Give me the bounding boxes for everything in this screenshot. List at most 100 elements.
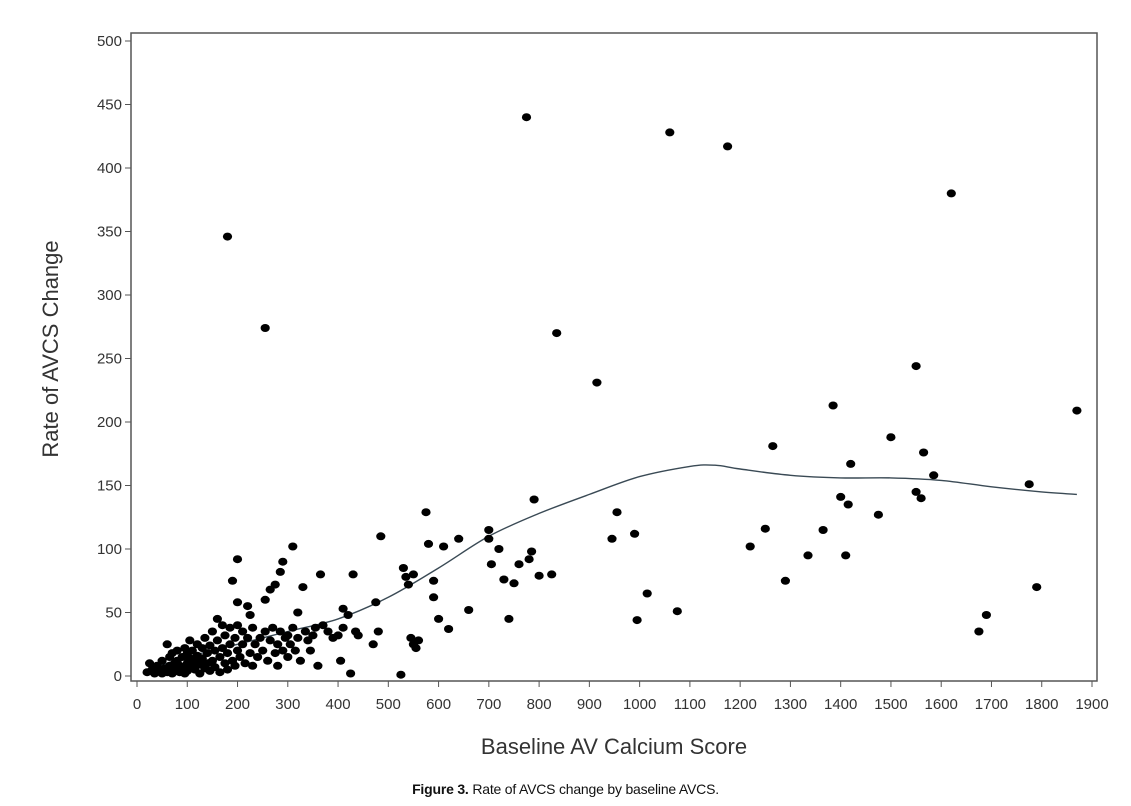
data-point: [185, 636, 195, 645]
data-point: [275, 567, 285, 576]
data-point: [411, 644, 421, 653]
data-point: [222, 232, 233, 241]
data-point: [310, 623, 320, 632]
data-point: [230, 633, 240, 642]
data-point: [552, 329, 562, 338]
x-tick-label: 1200: [723, 696, 756, 713]
data-point: [484, 534, 494, 543]
x-tick-label: 1000: [623, 696, 656, 713]
data-point: [846, 459, 856, 468]
data-point: [275, 627, 285, 636]
data-point: [401, 572, 411, 581]
data-point: [207, 627, 217, 636]
data-point: [283, 653, 293, 661]
data-point: [368, 640, 378, 649]
data-point: [293, 633, 303, 642]
data-point: [288, 542, 298, 551]
data-point: [323, 627, 333, 636]
data-point: [665, 128, 675, 137]
x-tick-label: 1700: [975, 696, 1008, 713]
data-point: [521, 113, 532, 122]
data-point: [273, 640, 283, 649]
data-point: [227, 576, 238, 585]
data-point: [245, 649, 255, 658]
data-point: [248, 623, 258, 632]
data-point: [768, 442, 778, 451]
data-point: [225, 640, 235, 649]
data-point: [841, 551, 851, 560]
data-point: [243, 633, 253, 642]
data-point: [444, 625, 454, 633]
data-point: [273, 661, 283, 670]
data-point: [484, 526, 494, 534]
x-tick-label: 700: [476, 696, 501, 713]
x-tick-label: 400: [326, 696, 351, 713]
data-point: [240, 659, 250, 668]
data-point: [607, 534, 617, 543]
data-point: [243, 602, 253, 611]
data-point: [283, 631, 293, 640]
data-point: [333, 631, 343, 640]
x-tick-label: 800: [527, 696, 552, 713]
x-tick-label: 100: [175, 696, 200, 713]
data-point: [612, 508, 622, 517]
x-tick-label: 0: [133, 696, 141, 713]
y-tick-label: 300: [97, 287, 122, 304]
data-point: [336, 656, 346, 665]
y-tick-label: 350: [97, 224, 122, 241]
data-point: [290, 646, 300, 655]
data-point: [413, 636, 424, 645]
scatter-chart: 0 50 100 150 200 250 300 350 400 450 500 0 100 200 30…: [38, 32, 1109, 759]
data-point: [232, 598, 243, 607]
data-point: [250, 640, 260, 649]
data-point: [911, 362, 921, 371]
data-point: [220, 659, 230, 668]
y-tick-label: 0: [114, 668, 122, 685]
data-point: [486, 560, 496, 569]
data-point: [916, 494, 926, 503]
data-point: [293, 608, 303, 617]
data-point: [260, 324, 270, 332]
x-tick-label: 1300: [774, 696, 807, 713]
y-tick-label: 200: [97, 414, 122, 431]
data-point: [222, 665, 233, 674]
data-point: [353, 631, 363, 640]
data-point: [308, 631, 318, 640]
data-point: [504, 614, 514, 623]
data-point: [200, 633, 210, 642]
data-point: [373, 627, 383, 636]
data-point: [494, 545, 504, 553]
data-point: [886, 433, 896, 442]
data-point: [396, 670, 406, 679]
data-point: [499, 575, 509, 584]
data-point: [245, 611, 255, 619]
data-point: [255, 633, 265, 642]
data-point: [298, 583, 308, 592]
data-point: [263, 656, 273, 665]
data-point: [268, 623, 278, 632]
data-point: [398, 564, 408, 572]
data-point: [318, 621, 328, 630]
data-point: [348, 570, 358, 579]
x-tick-label: 1400: [824, 696, 857, 713]
data-point: [285, 640, 295, 649]
data-point: [836, 492, 846, 501]
data-point: [592, 378, 602, 387]
data-point: [454, 534, 464, 543]
y-tick-label: 150: [97, 478, 122, 495]
data-point: [642, 589, 652, 598]
data-point: [423, 539, 434, 548]
data-point: [672, 607, 682, 616]
x-tick-label: 600: [426, 696, 451, 713]
data-point: [429, 576, 439, 585]
data-point: [232, 621, 243, 630]
data-points: [142, 113, 1082, 679]
data-point: [207, 656, 217, 665]
y-tick-label: 450: [97, 97, 122, 114]
data-point: [212, 614, 222, 623]
y-tick-label: 250: [97, 351, 122, 368]
data-point: [300, 627, 310, 636]
y-tick-label: 400: [97, 160, 122, 177]
x-axis-title: Baseline AV Calcium Score: [481, 734, 747, 759]
data-point: [260, 595, 270, 604]
